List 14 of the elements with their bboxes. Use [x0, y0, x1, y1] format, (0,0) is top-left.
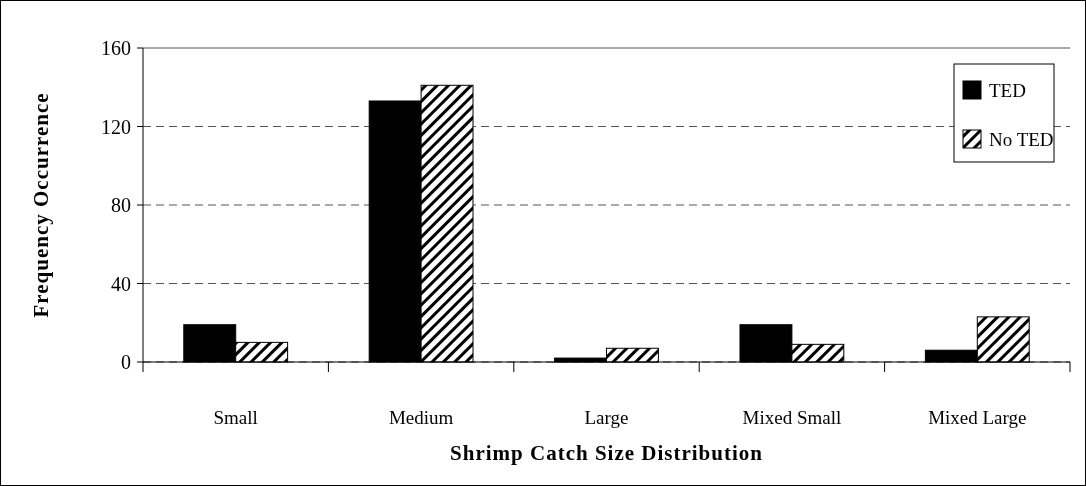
y-tick-label: 40	[111, 272, 131, 295]
y-tick-label: 120	[101, 115, 131, 138]
y-tick-label: 0	[121, 351, 131, 373]
x-tick-label: Large	[584, 407, 629, 428]
y-tick-label: 160	[101, 37, 131, 59]
legend-label: No TED	[989, 128, 1054, 150]
x-tick-label: Medium	[388, 407, 454, 428]
x-tick-label: Small	[213, 407, 258, 428]
legend-label: TED	[989, 79, 1026, 101]
x-tick-label: Mixed Small	[742, 407, 842, 428]
x-axis-title: Shrimp Catch Size Distribution	[450, 441, 763, 465]
x-tick-label: Mixed Large	[928, 407, 1027, 428]
y-axis-title: Frequency Occurrence	[29, 92, 53, 318]
y-tick-label: 80	[111, 194, 131, 216]
